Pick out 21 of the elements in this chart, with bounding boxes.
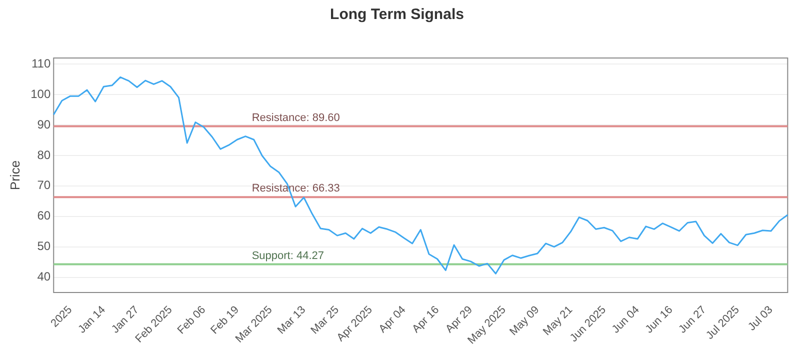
y-tick-label: 100 — [30, 86, 51, 101]
x-tick-label: Feb 06 — [175, 304, 208, 337]
x-tick-label: Jun 04 — [610, 304, 642, 336]
y-tick-label: 60 — [37, 208, 51, 223]
y-axis-title: Price — [7, 160, 22, 190]
y-tick-label: 80 — [37, 148, 51, 162]
y-tick-label: 70 — [37, 178, 51, 192]
x-tick-label: Jul 03 — [746, 304, 776, 334]
x-tick-label: Mar 13 — [275, 304, 308, 337]
y-tick-label: 90 — [37, 117, 51, 132]
ref-line-label: Resistance: 89.60 — [252, 112, 340, 124]
x-tick-label: Apr 16 — [410, 304, 442, 336]
y-tick-label: 110 — [31, 56, 51, 70]
x-tick-label: May 09 — [508, 304, 542, 338]
x-tick-label: Jun 16 — [643, 304, 676, 336]
y-tick-label: 50 — [37, 239, 51, 254]
ref-line-label: Support: 44.27 — [252, 250, 324, 262]
y-tick-label: 40 — [37, 270, 51, 284]
x-tick-label: Jan 14 — [76, 304, 108, 336]
x-tick-label: Apr 04 — [376, 304, 408, 336]
chart-title: Long Term Signals — [330, 6, 464, 24]
